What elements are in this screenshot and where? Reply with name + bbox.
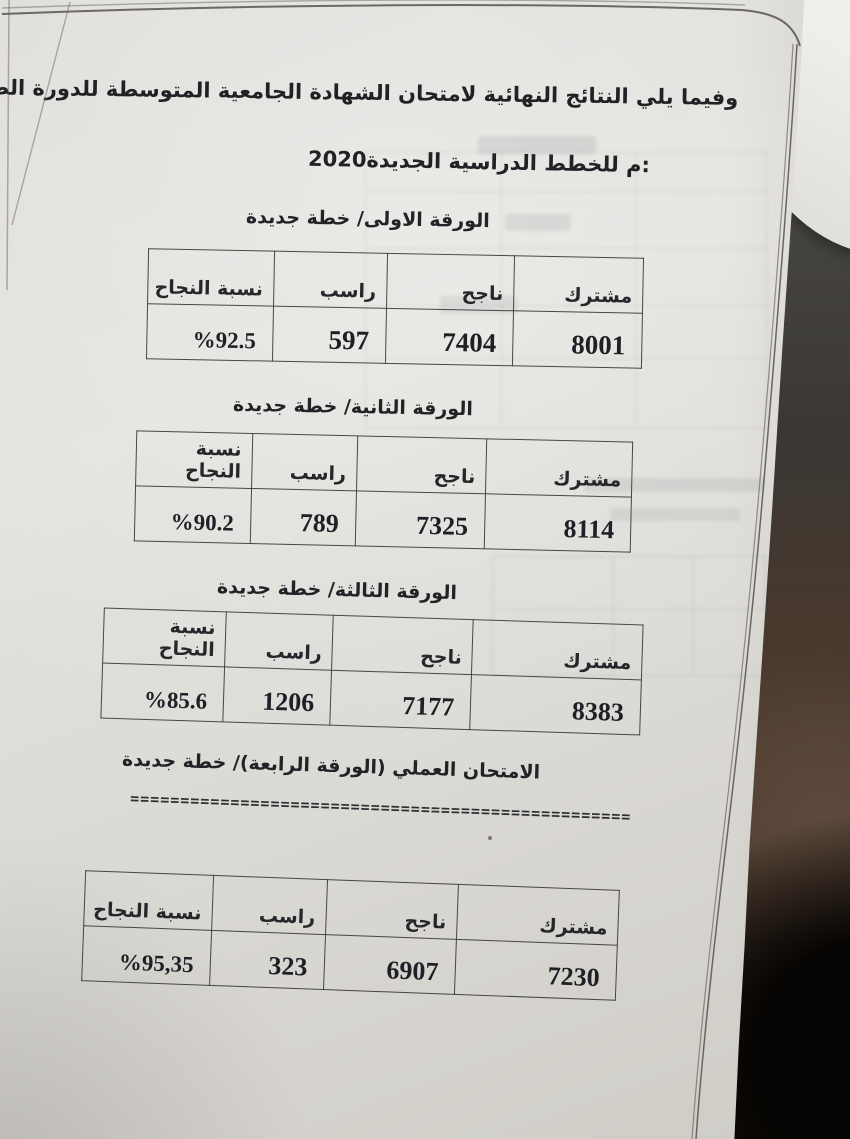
results-table-paper-2: مشترك ناجح راسب نسبة النجاح 8114 7325 78… xyxy=(134,430,633,553)
col-header-passed: ناجح xyxy=(386,253,515,311)
pass-rate-value: %85.6 xyxy=(100,663,225,722)
bleed-through-number-1 xyxy=(505,214,571,231)
table-header-row: مشترك ناجح راسب نسبة النجاح xyxy=(147,248,644,314)
col-header-failed: راسب xyxy=(273,251,388,309)
heading-line-1: وفيما يلي النتائج النهائية لامتحان الشها… xyxy=(0,74,739,110)
section-title-paper-1: الورقة الاولى/ خطة جديدة xyxy=(246,205,491,233)
ink-dot xyxy=(488,836,492,840)
heading-line-2: 2020م للخطط الدراسية الجديدة: xyxy=(307,146,651,178)
results-table-practical-exam: مشترك ناجح راسب نسبة النجاح 7230 6907 32… xyxy=(81,870,620,1001)
results-table-paper-1: مشترك ناجح راسب نسبة النجاح 8001 7404 59… xyxy=(146,248,644,369)
section-title-paper-2: الورقة الثانية/ خطة جديدة xyxy=(232,393,474,421)
failed-value: 789 xyxy=(249,488,357,546)
pass-rate-value: %95,35 xyxy=(81,925,212,986)
pass-rate-value: %92.5 xyxy=(146,303,274,362)
col-header-failed: راسب xyxy=(224,611,334,671)
failed-value: 597 xyxy=(271,306,387,364)
passed-value: 7325 xyxy=(354,490,486,549)
participants-value: 8001 xyxy=(512,310,643,369)
table-value-row: 8001 7404 597 %92.5 xyxy=(146,303,643,369)
results-table-paper-3: مشترك ناجح راسب نسبة النجاح 8383 7177 12… xyxy=(100,608,644,736)
col-header-participants: مشترك xyxy=(456,884,620,946)
col-header-pass-rate: نسبة النجاح xyxy=(135,430,253,489)
col-header-passed: ناجح xyxy=(356,435,487,494)
col-header-participants: مشترك xyxy=(485,438,633,498)
participants-value: 8383 xyxy=(470,674,642,735)
failed-value: 323 xyxy=(209,930,326,990)
pass-rate-value: %90.2 xyxy=(134,485,252,544)
col-header-pass-rate: نسبة النجاح xyxy=(102,608,227,667)
participants-value: 8114 xyxy=(484,493,632,553)
passed-value: 6907 xyxy=(323,934,457,995)
passed-value: 7404 xyxy=(385,308,514,366)
col-header-pass-rate: نسبة النجاح xyxy=(83,870,214,931)
participants-value: 7230 xyxy=(454,939,618,1001)
col-header-pass-rate: نسبة النجاح xyxy=(147,248,275,307)
dashed-separator: ========================================… xyxy=(129,789,632,826)
col-header-passed: ناجح xyxy=(325,879,459,940)
section-title-paper-3: الورقة الثالثة/ خطة جديدة xyxy=(216,575,458,605)
col-header-participants: مشترك xyxy=(513,255,644,314)
col-header-passed: ناجح xyxy=(331,615,474,675)
col-header-participants: مشترك xyxy=(471,619,644,680)
table-value-row: 8114 7325 789 %90.2 xyxy=(134,485,632,553)
col-header-failed: راسب xyxy=(251,433,358,491)
passed-value: 7177 xyxy=(330,670,472,730)
col-header-failed: راسب xyxy=(211,875,328,935)
failed-value: 1206 xyxy=(223,666,332,726)
section-title-practical-exam: الامتحان العملي (الورقة الرابعة)/ خطة جد… xyxy=(121,748,541,784)
